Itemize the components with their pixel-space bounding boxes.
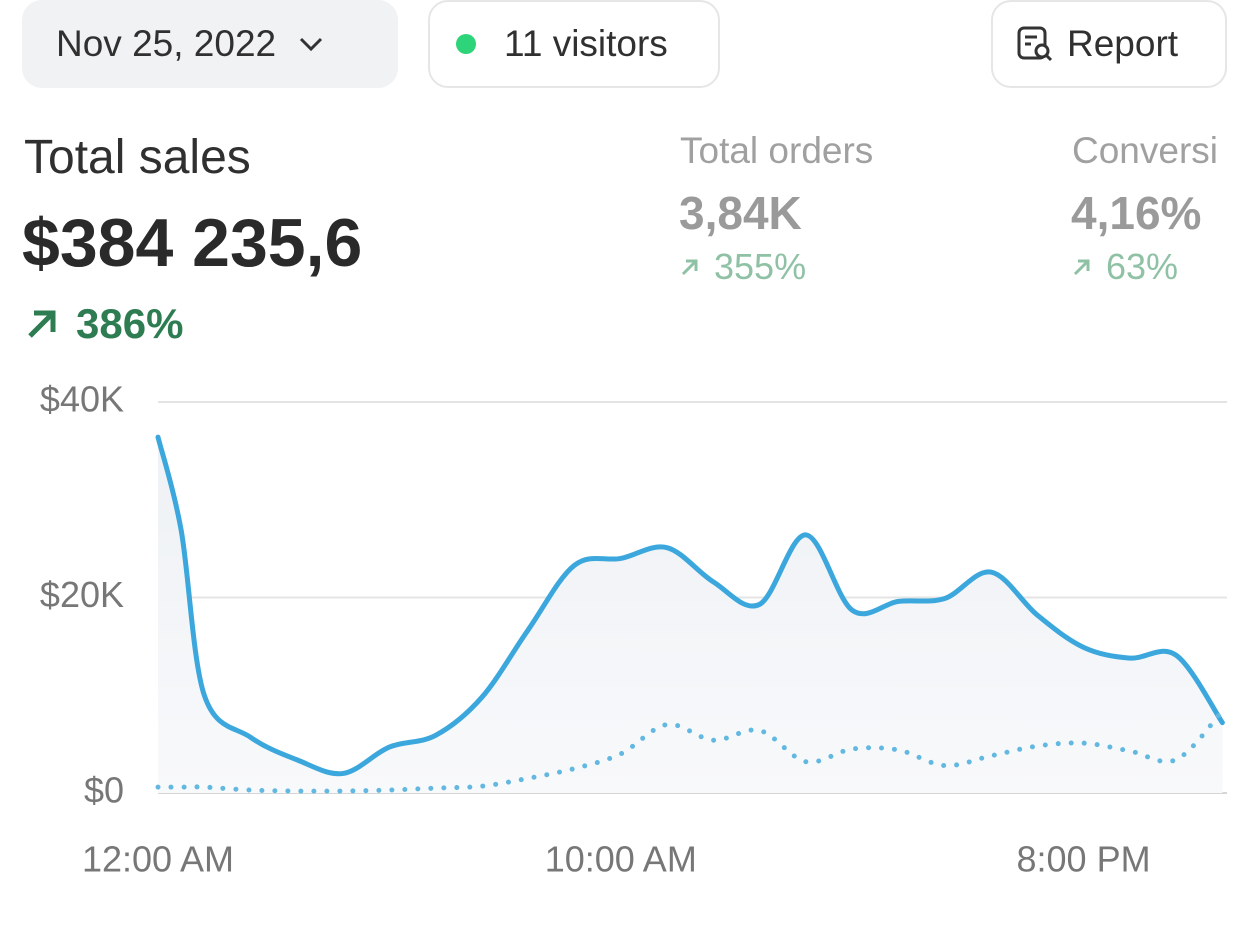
metric-change: 63% (1072, 246, 1178, 288)
live-dot (456, 34, 476, 54)
metric-label: Total orders (680, 130, 874, 171)
metric-value: $384 235,6 (22, 205, 363, 281)
date-text: Nov 25, 2022 (56, 23, 277, 64)
up-arrow (28, 310, 56, 338)
line (155, 708, 1225, 794)
metric-change: 386% (24, 300, 183, 348)
report-icon (1017, 26, 1053, 62)
y-tick-label: $0 (84, 770, 124, 811)
change-text: 386% (76, 300, 184, 347)
up-arrow (681, 259, 698, 276)
line (155, 434, 1225, 777)
visitors-text: 11 visitors (504, 23, 668, 64)
chevron-icon (300, 37, 323, 52)
report-button[interactable]: Report (991, 0, 1227, 88)
metric-label: Conversi (1072, 130, 1218, 171)
visitors-button[interactable]: 11 visitors (428, 0, 720, 88)
metric-value: 4,16% (1071, 187, 1202, 239)
change-text: 355% (714, 246, 807, 287)
metric-label: Total sales (24, 131, 251, 184)
metric-change: 355% (680, 246, 806, 288)
y-tick-label: $20K (40, 574, 124, 615)
x-tick-label: 8:00 PM (1017, 839, 1151, 880)
up-arrow (1073, 259, 1090, 276)
report-text: Report (1067, 23, 1179, 64)
y-tick-label: $40K (40, 379, 124, 420)
date-picker[interactable]: Nov 25, 2022 (22, 0, 398, 88)
x-tick-label: 12:00 AM (82, 839, 234, 880)
metric-value: 3,84K (679, 187, 802, 239)
x-tick-label: 10:00 AM (545, 839, 697, 880)
area (158, 437, 1223, 793)
change-text: 63% (1106, 246, 1179, 287)
